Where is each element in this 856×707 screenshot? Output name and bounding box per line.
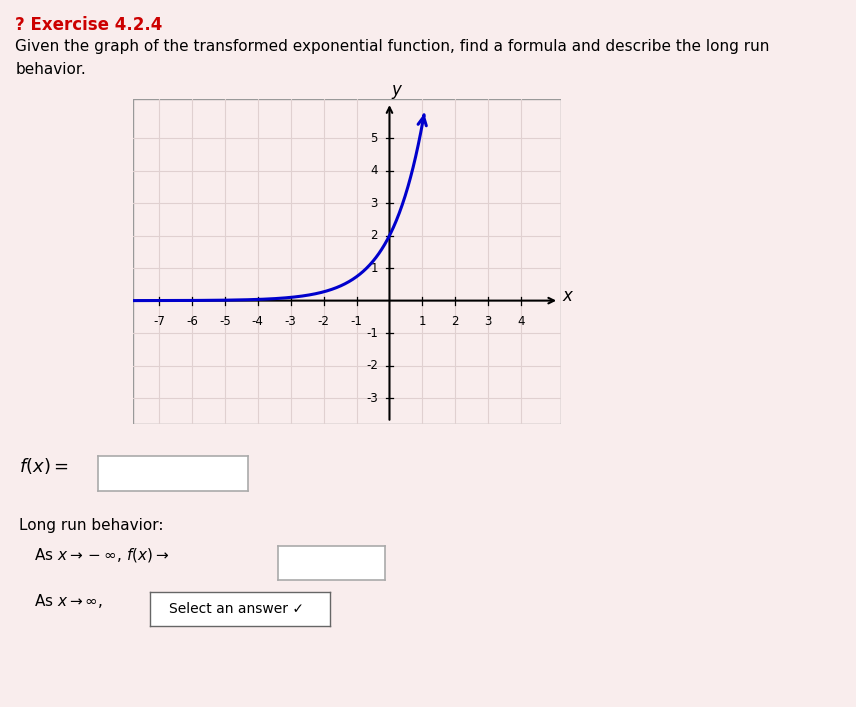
Text: ? Exercise 4.2.4: ? Exercise 4.2.4 [15,16,163,33]
Text: -3: -3 [285,315,296,328]
Text: Given the graph of the transformed exponential function, find a formula and desc: Given the graph of the transformed expon… [15,39,770,54]
Text: 1: 1 [419,315,426,328]
Text: 2: 2 [371,229,378,242]
Text: x: x [562,287,572,305]
Text: 2: 2 [452,315,459,328]
Text: 4: 4 [371,164,378,177]
Text: -6: -6 [186,315,198,328]
Text: 4: 4 [517,315,525,328]
Text: 3: 3 [484,315,492,328]
Text: As $x \rightarrow \infty$,: As $x \rightarrow \infty$, [34,592,104,609]
Text: behavior.: behavior. [15,62,86,77]
Text: $f(x) =$: $f(x) =$ [19,456,68,476]
Text: -7: -7 [153,315,165,328]
Text: -3: -3 [366,392,378,404]
Text: As $x \rightarrow -\infty$, $f(x) \rightarrow$: As $x \rightarrow -\infty$, $f(x) \right… [34,546,169,563]
Text: -5: -5 [219,315,231,328]
Text: Long run behavior:: Long run behavior: [19,518,163,532]
Text: -4: -4 [252,315,264,328]
Text: y: y [391,81,401,99]
Text: 1: 1 [371,262,378,274]
Text: -1: -1 [351,315,362,328]
Text: Select an answer ✓: Select an answer ✓ [169,602,304,616]
Text: -1: -1 [366,327,378,339]
Text: 5: 5 [371,132,378,144]
Text: -2: -2 [366,359,378,372]
Text: 3: 3 [371,197,378,209]
Text: -2: -2 [318,315,330,328]
